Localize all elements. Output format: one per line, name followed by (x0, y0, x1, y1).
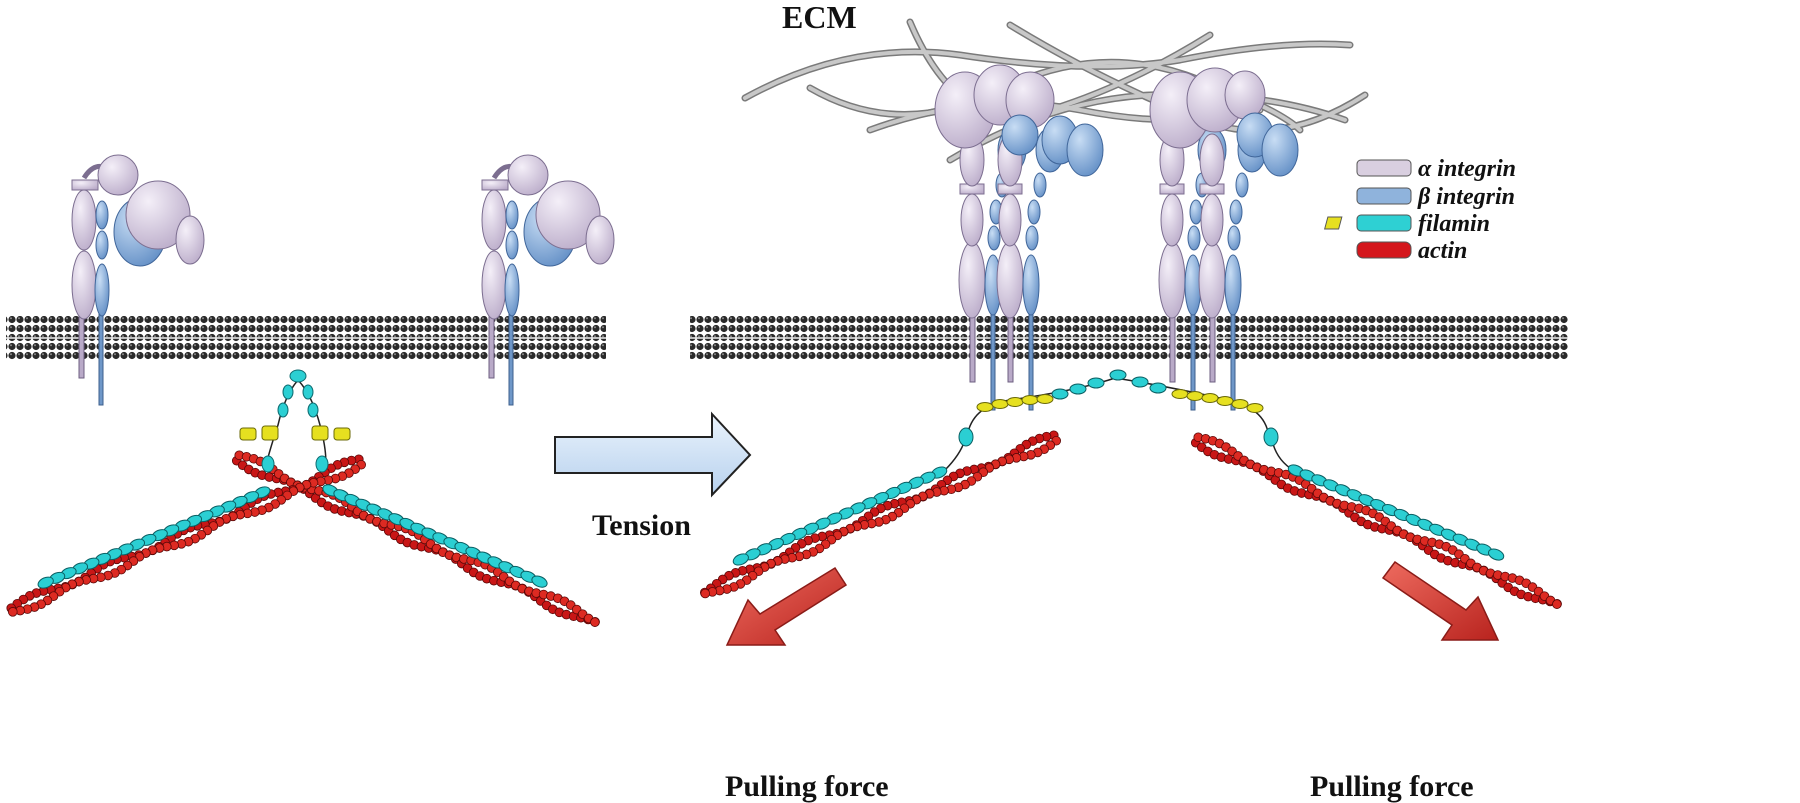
left-crossed-actin (6, 450, 600, 627)
pulling-force-label-right: Pulling force (1310, 770, 1474, 803)
integrin-head (1224, 70, 1266, 120)
filamin-hinge-domain (976, 402, 994, 412)
legend-item-beta-integrin: β integrin (1356, 184, 1515, 210)
membrane-left (6, 316, 606, 360)
actin-filament (231, 450, 600, 627)
integrin-head (1261, 123, 1299, 177)
inactive-integrin-left (71, 154, 205, 406)
integrin-head (1001, 114, 1039, 156)
legend-label-filamin: filamin (1418, 211, 1490, 237)
filamin-domain (1149, 382, 1167, 394)
pulling-force-arrow-right (1381, 560, 1500, 641)
filamin-hinge-domain (1006, 397, 1024, 407)
filamin-rod (1287, 464, 1505, 561)
legend-item-filamin: filamin (1324, 211, 1490, 237)
filamin-hinge-domain (991, 399, 1009, 409)
filamin-hinge-domain (1201, 393, 1219, 403)
legend-label-alpha-integrin: α integrin (1418, 156, 1516, 182)
legend-label-beta-integrin: β integrin (1417, 184, 1515, 210)
legend-item-actin: actin (1356, 238, 1467, 264)
filamin-hinge-domain (1186, 391, 1204, 401)
filamin-rod (322, 484, 548, 588)
filamin-domain (1051, 388, 1069, 400)
membrane-right (690, 316, 1568, 360)
tension-label: Tension (592, 509, 691, 542)
filamin-rod (732, 466, 948, 566)
active-integrin (1198, 127, 1267, 411)
inactive-integrin-right (481, 154, 615, 406)
filamin-domain (1087, 377, 1105, 389)
pulling-force-arrow-left (725, 566, 848, 646)
filamin-hinge-domain (1021, 395, 1039, 405)
left-filamin-dimer (239, 369, 351, 473)
active-integrin-clusters (934, 64, 1299, 411)
filamin-domain (1069, 383, 1087, 395)
actin-filament (6, 454, 366, 617)
filamin-domain (1109, 369, 1127, 381)
filamin-hinge-domain (1216, 396, 1234, 406)
legend-label-actin: actin (1418, 238, 1467, 264)
filamin-hinge-domain (1246, 403, 1264, 413)
filamin-domain (1131, 376, 1149, 388)
actin-filament (699, 430, 1062, 599)
tension-arrow (554, 411, 752, 498)
beta-integrin-swatch (1356, 187, 1412, 205)
filamin-hinge-domain (1231, 399, 1249, 409)
filamin-hinge-domain (1171, 389, 1189, 399)
pulling-force-label-left: Pulling force (725, 770, 889, 803)
filamin-hinge-domain (1036, 394, 1054, 404)
filamin-domain (958, 427, 974, 447)
right-filamin-extended (732, 369, 1505, 566)
actin-filament (1190, 432, 1562, 609)
active-integrin (996, 127, 1065, 411)
filamin-rod (37, 486, 271, 589)
legend: α integrin β integrin filamin actin (1324, 156, 1516, 264)
actin-swatch (1356, 241, 1412, 259)
right-actin-filaments (699, 430, 1562, 609)
integrin-head (1066, 123, 1104, 177)
ecm-label: ECM (782, 0, 857, 35)
filamin-swatch (1356, 214, 1412, 232)
filamin-domain (1263, 427, 1279, 447)
alpha-integrin-swatch (1356, 159, 1412, 177)
legend-item-alpha-integrin: α integrin (1356, 156, 1516, 182)
